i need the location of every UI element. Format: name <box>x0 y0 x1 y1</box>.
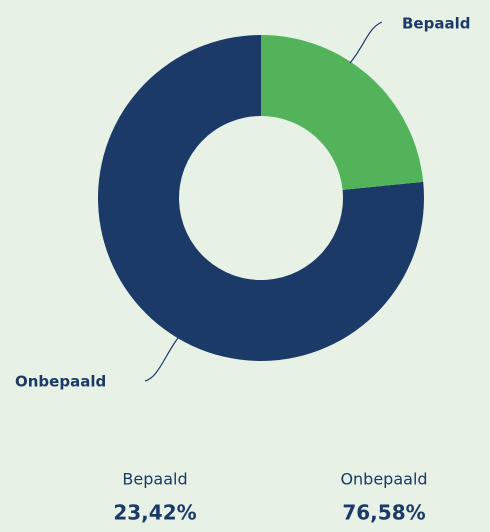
legend-name: Onbepaald <box>340 470 427 489</box>
leader-line <box>349 21 383 64</box>
callout-label: Onbepaald <box>15 373 106 391</box>
leader-line <box>144 337 179 382</box>
legend-value: 23,42% <box>113 501 196 525</box>
legend-value: 76,58% <box>342 501 425 525</box>
donut-slice <box>98 35 425 361</box>
legend-name: Bepaald <box>122 470 187 489</box>
callout-label: Bepaald <box>402 15 470 33</box>
donut-slice <box>261 35 424 190</box>
